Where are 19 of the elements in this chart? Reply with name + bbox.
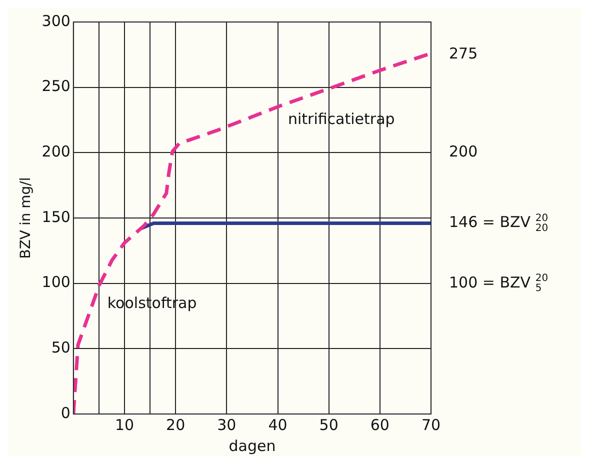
- x-axis-title: dagen: [228, 436, 276, 455]
- y-tick-label: 150: [42, 208, 70, 226]
- x-tick-label: 60: [370, 416, 390, 434]
- x-tick-label: 50: [319, 416, 338, 434]
- y-tick-label: 100: [42, 273, 70, 292]
- x-tick-label: 40: [268, 416, 288, 434]
- y-tick-label: 300: [42, 12, 70, 30]
- line-series: [73, 52, 431, 414]
- y-tick-label: 200: [42, 142, 70, 161]
- x-tick-label: 30: [217, 416, 236, 434]
- x-tick-label: 70: [421, 416, 441, 434]
- y-axis-title: BZV in mg/l: [18, 177, 34, 259]
- x-tick-label: 20: [166, 416, 186, 434]
- text: 200: [449, 142, 478, 160]
- y-tick-label: 0: [60, 404, 70, 422]
- annotation: 275: [449, 44, 478, 63]
- x-tick-label: 10: [114, 416, 134, 434]
- y-tick-label: 50: [51, 338, 70, 357]
- y-tick-label: 250: [42, 77, 70, 96]
